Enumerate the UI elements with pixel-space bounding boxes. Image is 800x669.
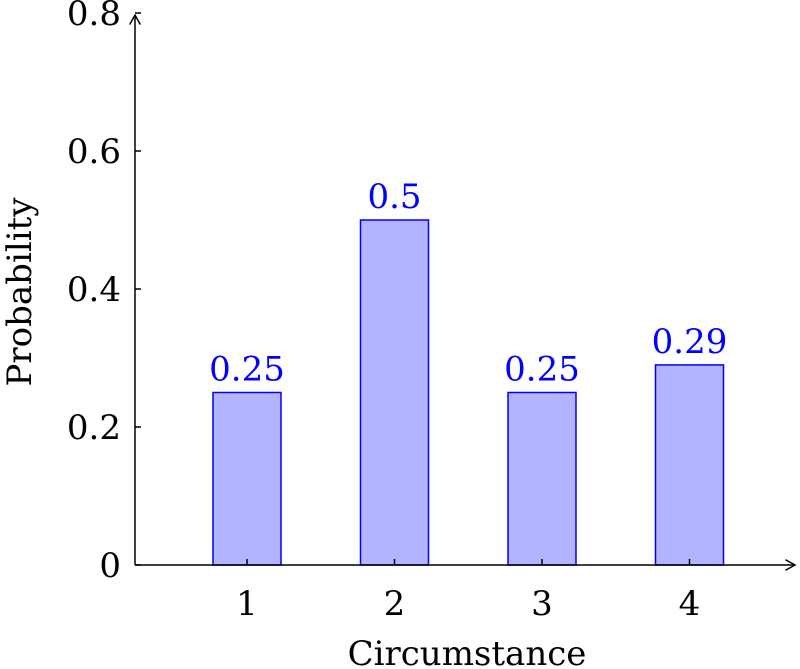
x-tick-label: 1 <box>236 584 258 624</box>
bar-3 <box>507 391 577 566</box>
bar-4 <box>654 364 725 566</box>
y-axis-title: Probability <box>0 197 40 387</box>
y-tick-label: 0.8 <box>67 0 121 34</box>
x-tick-label: 4 <box>679 584 701 624</box>
y-ticks-group: 0 0.2 0.4 0.6 0.8 <box>67 0 141 586</box>
x-axis-arrow <box>785 559 797 571</box>
y-axis-arrow <box>129 13 141 25</box>
x-axis-title: Circumstance <box>348 634 587 669</box>
x-tick-label: 3 <box>531 584 553 624</box>
bars-group <box>212 219 725 566</box>
y-tick-label: 0 <box>99 546 121 586</box>
x-ticks-group: 1 2 3 4 <box>236 559 700 624</box>
data-label-1: 0.25 <box>209 350 285 390</box>
data-label-4: 0.29 <box>652 322 728 362</box>
data-label-3: 0.25 <box>504 350 580 390</box>
y-tick-label: 0.4 <box>67 270 121 310</box>
y-tick-label: 0.2 <box>67 408 121 448</box>
axes-group <box>129 13 797 571</box>
x-tick-label: 2 <box>384 584 406 624</box>
bar-1 <box>212 391 282 566</box>
data-labels-group: 0.25 0.5 0.25 0.29 <box>209 177 727 390</box>
data-label-2: 0.5 <box>367 177 421 217</box>
y-tick-label: 0.6 <box>67 132 121 172</box>
bar-2 <box>359 219 430 566</box>
